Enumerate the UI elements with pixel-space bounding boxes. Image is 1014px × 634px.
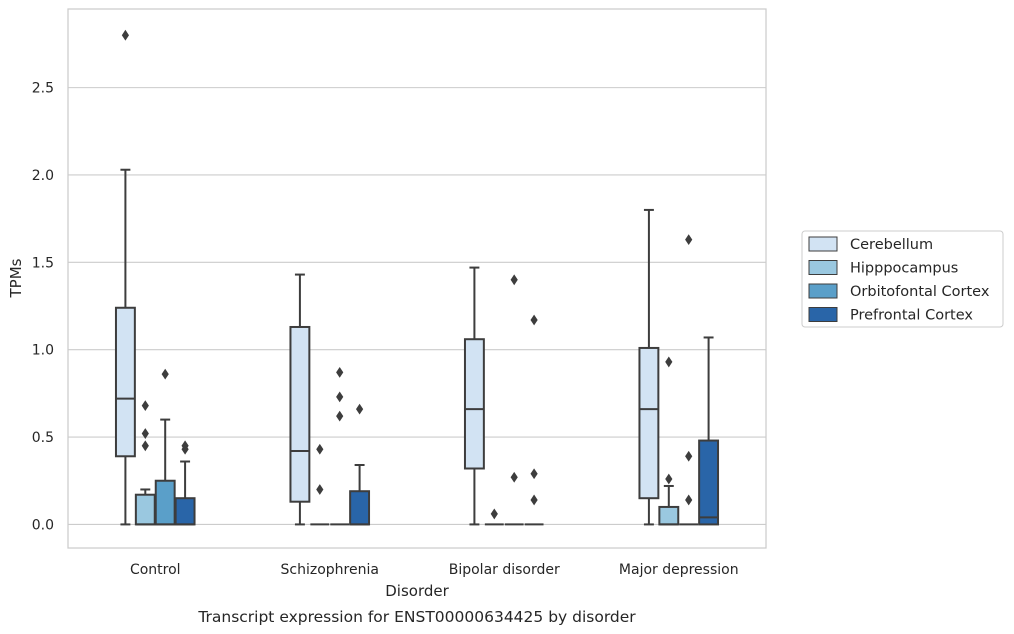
outlier-point	[141, 400, 149, 412]
box-orbitofontal-cortex	[330, 367, 350, 526]
outlier-point	[530, 494, 538, 506]
box-layer	[114, 29, 720, 526]
box-orbitofontal-cortex	[154, 368, 176, 526]
outlier-point	[316, 484, 324, 495]
legend-label: Orbitofontal Cortex	[850, 284, 990, 300]
outlier-point	[336, 410, 344, 422]
outlier-point	[336, 367, 344, 378]
legend-swatch	[808, 236, 838, 252]
box-hipppocampus	[310, 443, 330, 526]
y-tick-label: 0.0	[32, 517, 54, 533]
legend-swatch	[808, 283, 838, 299]
x-tick-label: Major depression	[619, 562, 739, 578]
outlier-point	[510, 471, 518, 483]
x-tick-label: Control	[130, 562, 181, 578]
outlier-point	[665, 356, 673, 368]
box-iqr	[154, 479, 176, 526]
box-cerebellum	[638, 208, 660, 526]
chart-title: Transcript expression for ENST0000063442…	[197, 608, 636, 626]
legend-label: Cerebellum	[850, 237, 933, 253]
x-tick-label: Bipolar disorder	[449, 562, 560, 578]
y-tick-label: 1.0	[32, 343, 54, 359]
plot-background	[68, 9, 766, 548]
box-iqr	[349, 490, 371, 526]
outlier-point	[336, 391, 344, 403]
outlier-point	[355, 403, 364, 415]
box-cerebellum	[463, 266, 485, 526]
box-cerebellum	[289, 273, 311, 526]
box-iqr	[698, 439, 720, 526]
outlier-point	[685, 494, 693, 506]
box-orbitofontal-cortex	[504, 274, 524, 526]
box-iqr	[174, 497, 196, 526]
box-iqr	[638, 346, 660, 500]
box-iqr	[289, 325, 311, 503]
x-axis-label: Disorder	[385, 582, 449, 600]
outlier-point	[141, 428, 149, 439]
box-prefrontal-cortex	[349, 403, 371, 526]
outlier-point	[121, 29, 130, 41]
box-hipppocampus	[134, 400, 156, 526]
outlier-point	[316, 443, 324, 455]
legend-label: Hipppocampus	[850, 261, 958, 277]
y-tick-label: 2.0	[32, 168, 54, 184]
legend-swatch	[808, 307, 838, 322]
plot-frame	[67, 8, 767, 549]
legend-label: Prefrontal Cortex	[850, 308, 973, 324]
outlier-point	[510, 274, 518, 286]
y-tick-labels: 0.0 0.5 1.0 1.5 2.0 2.5	[32, 81, 54, 534]
box-cerebellum	[114, 29, 136, 526]
box-prefrontal-cortex	[174, 440, 196, 526]
box-hipppocampus	[484, 508, 504, 526]
legend-swatch	[808, 260, 838, 275]
box-iqr	[658, 505, 680, 526]
outlier-point	[490, 508, 498, 520]
outlier-point	[161, 368, 169, 380]
box-orbitofontal-cortex	[679, 234, 699, 526]
outlier-point	[181, 440, 189, 452]
outlier-point	[530, 468, 538, 480]
x-tick-labels: Control Schizophrenia Bipolar disorder Majo…	[130, 562, 739, 578]
y-tick-label: 2.5	[32, 81, 54, 97]
legend: Cerebellum Hipppocampus Orbitofontal Corte…	[801, 230, 1004, 328]
x-tick-label: Schizophrenia	[281, 562, 379, 578]
box-iqr	[134, 493, 156, 526]
y-tick-label: 0.5	[32, 430, 54, 446]
outlier-point	[685, 234, 693, 246]
box-iqr	[114, 306, 136, 458]
box-prefrontal-cortex	[698, 336, 720, 526]
legend-frame	[801, 230, 1004, 328]
outlier-point	[530, 314, 538, 326]
box-prefrontal-cortex	[524, 314, 544, 526]
y-tick-label: 1.5	[32, 255, 54, 271]
outlier-point	[141, 440, 149, 452]
outlier-point	[665, 473, 673, 485]
outlier-point	[685, 450, 693, 462]
y-axis-label: TPMs	[7, 258, 25, 298]
box-hipppocampus	[658, 356, 680, 526]
box-iqr	[463, 338, 485, 470]
